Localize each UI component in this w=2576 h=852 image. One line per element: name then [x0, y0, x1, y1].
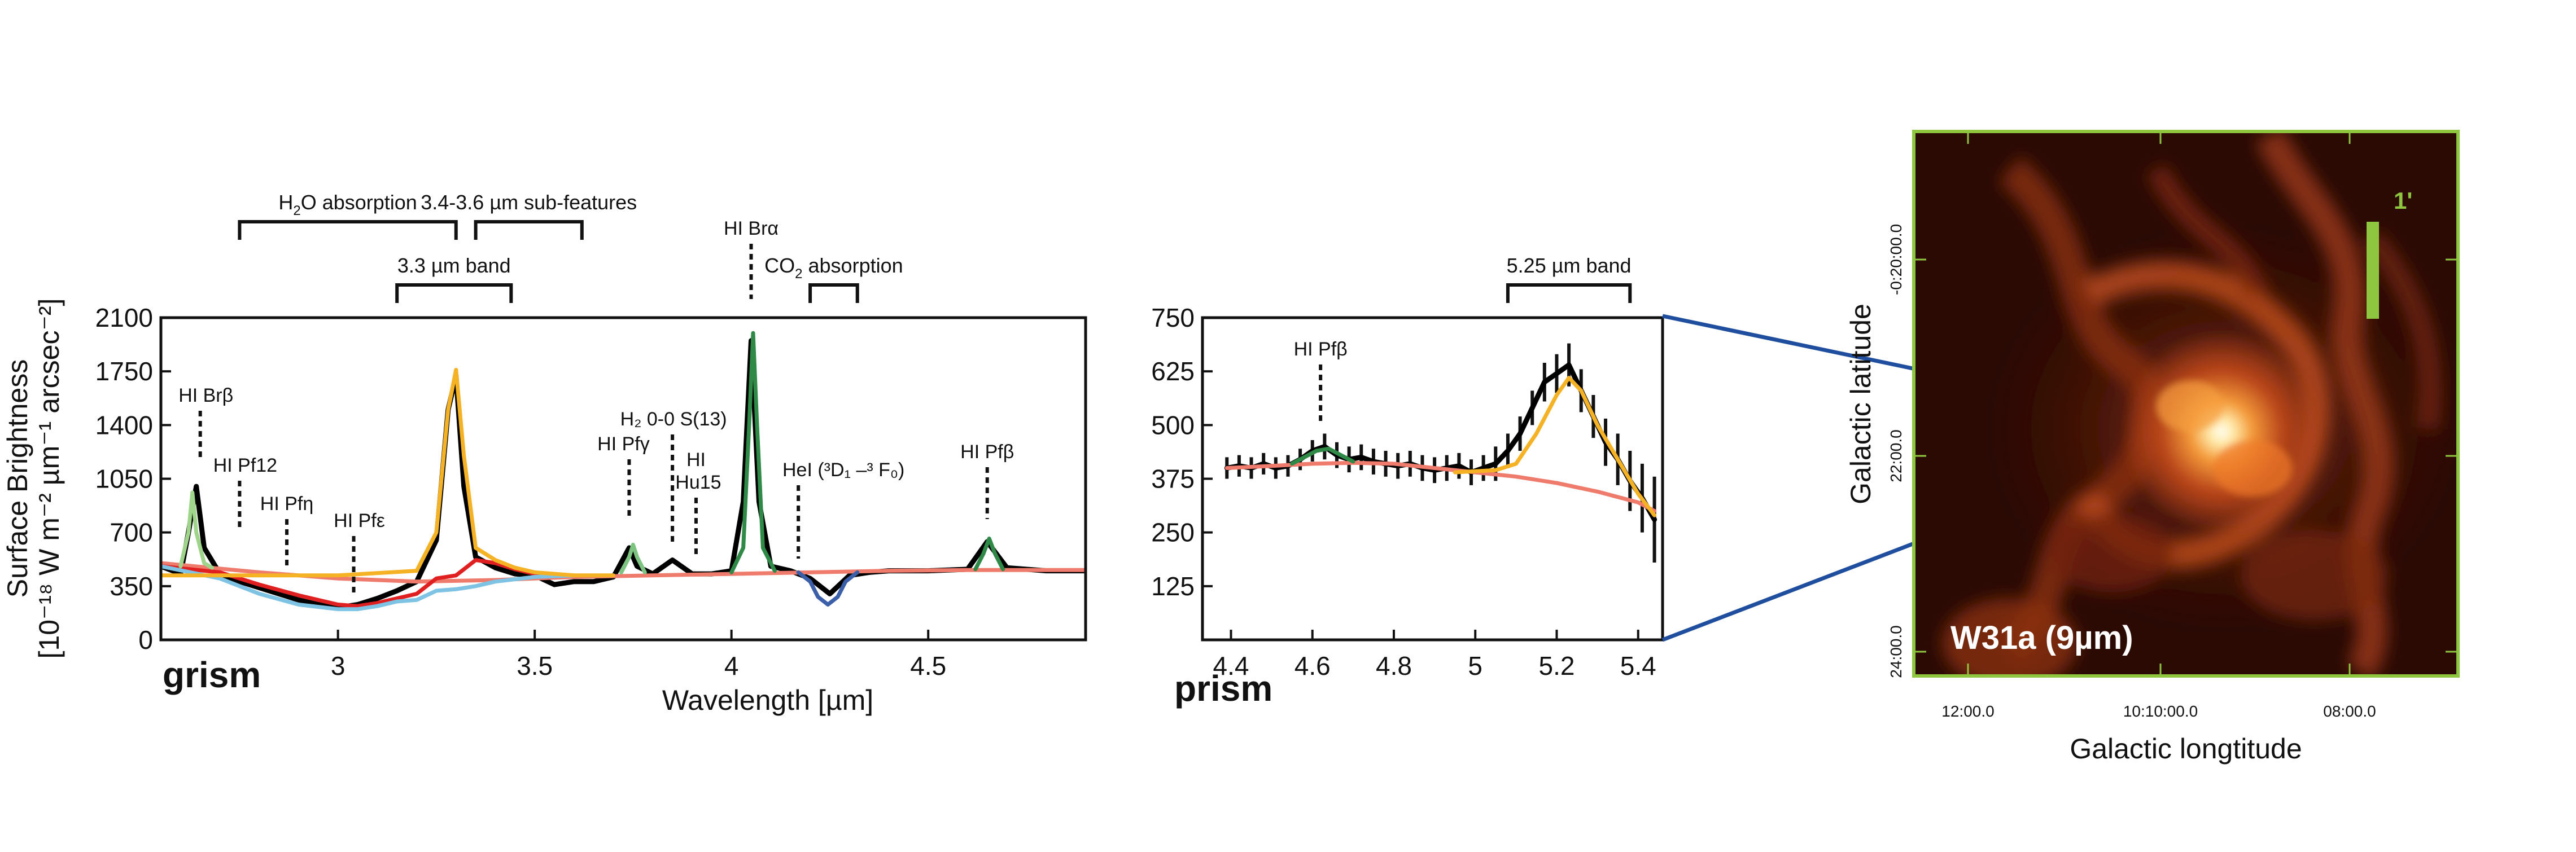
grism-y-ticks: 0 350 700 1050 1400 1750 2100 [95, 303, 171, 655]
prism-xtick-label: 5.4 [1620, 651, 1656, 680]
grism-line-id-label: HI [686, 449, 706, 471]
grism-series-pfbeta-line [973, 537, 1005, 572]
grism-series-pfgamma-line [619, 542, 647, 574]
grism-frame [159, 316, 1087, 642]
prism-x-ticks: 4.4 4.6 4.8 5 5.2 5.4 [1213, 630, 1656, 680]
image-panel: 1' W31a (9µm) 12:00.0 10:10:00.0 08:00.0… [1845, 130, 2460, 765]
prism-line-ids: HI Pfβ [1294, 339, 1348, 422]
grism-bracket [238, 220, 458, 240]
prism-ytick-label: 625 [1151, 357, 1195, 386]
image-ytick-2: 24:00.0 [1887, 625, 1905, 678]
grism-xtick-label: 4.5 [910, 651, 946, 680]
image-ticks [1914, 131, 2458, 676]
grism-ylabel-line1: Surface Brightness [2, 359, 33, 598]
prism-xtick-label: 4.8 [1376, 651, 1412, 680]
grism-series-bralpha-line [729, 331, 777, 574]
grism-line-id-label: HI Pf12 [213, 455, 277, 476]
grism-bracket-label: 3.3 µm band [397, 254, 511, 277]
grism-line-id-label: HeI (³D₁ –³ F₀) [782, 459, 904, 481]
image-title: W31a (9µm) [1950, 620, 2133, 656]
grism-bracket-label: H2O absorption [278, 191, 417, 218]
scale-bar [2367, 222, 2379, 319]
prism-series-pfbeta-line [1290, 446, 1355, 466]
prism-label: prism [1174, 668, 1272, 709]
grism-xlabel: Wavelength [µm] [662, 684, 873, 716]
grism-line-id-label: HI Brβ [178, 385, 233, 406]
grism-series [161, 331, 1086, 612]
grism-line-id-label: H₂ 0-0 S(13) [620, 409, 727, 430]
image-ytick-0: -0:20:00.0 [1887, 224, 1905, 295]
prism-bracket-label: 5.25 µm band [1507, 254, 1632, 277]
grism-x-ticks: 3 3.5 4 4.5 [331, 630, 946, 680]
prism-ytick-label: 750 [1151, 303, 1195, 332]
prism-xtick-label: 4.6 [1294, 651, 1331, 680]
scale-bar-label: 1' [2394, 187, 2412, 214]
grism-series-co2-absorption [796, 570, 860, 607]
grism-bracket [474, 220, 584, 240]
grism-bracket-label: 3.4-3.6 µm sub-features [421, 191, 637, 214]
grism-ytick-label: 1050 [95, 464, 153, 494]
image-ylabel: Galactic latitude [1845, 304, 1877, 504]
prism-ytick-label: 500 [1151, 410, 1195, 440]
grism-line-id-label: HI Pfε [334, 510, 385, 532]
image-xtick-1: 10:10:00.0 [2123, 702, 2198, 720]
prism-series [1224, 343, 1657, 563]
grism-series-brbeta-line [178, 490, 215, 570]
grism-ytick-label: 1400 [95, 410, 153, 440]
grism-series-observed [161, 338, 1086, 611]
prism-ytick-label: 125 [1151, 572, 1195, 601]
grism-bracket [395, 283, 513, 303]
grism-line-id-label: HI Pfη [260, 493, 313, 515]
prism-line-id-label: HI Pfβ [1294, 339, 1348, 360]
image-xtick-2: 08:00.0 [2323, 702, 2376, 720]
prism-ytick-label: 250 [1151, 518, 1195, 547]
grism-line-ids: HI Brβ HI Pf12 HI Pfη HI Pfε HI Pfγ H₂ 0-0 S(… [178, 218, 1014, 592]
grism-bracket [808, 283, 859, 303]
prism-brackets: 5.25 µm band [1506, 254, 1632, 303]
grism-ytick-label: 0 [138, 625, 153, 655]
nebula-image [1914, 131, 2458, 676]
prism-xtick-label: 5 [1468, 651, 1482, 680]
grism-ytick-label: 350 [110, 572, 153, 601]
grism-series-3.3um-band [161, 367, 616, 578]
grism-xtick-label: 4 [724, 651, 739, 680]
image-xlabel: Galactic longtitude [2070, 733, 2302, 765]
grism-line-id-label: HI Brα [724, 218, 779, 239]
prism-ytick-label: 375 [1151, 464, 1195, 494]
grism-label: grism [163, 655, 261, 695]
prism-bracket [1506, 283, 1632, 303]
grism-ytick-label: 2100 [95, 303, 153, 332]
prism-series-continuum [1224, 460, 1657, 513]
prism-xtick-label: 4.4 [1213, 651, 1249, 680]
prism-y-ticks: 125 250 375 500 625 750 [1151, 303, 1213, 601]
grism-xtick-label: 3.5 [517, 651, 553, 680]
image-ytick-1: 22:00.0 [1887, 429, 1905, 482]
prism-xtick-label: 5.2 [1539, 651, 1575, 680]
grism-bracket-label: CO2 absorption [764, 254, 903, 282]
grism-ylabel-line2: [10⁻¹⁸ W m⁻² µm⁻¹ arcsec⁻²] [33, 298, 65, 659]
grism-brackets: H2O absorption 3.4-3.6 µm sub-features 3.3… [238, 191, 903, 303]
grism-line-id-label: HI Pfγ [597, 433, 650, 455]
prism-series-5.25um-band [1453, 376, 1657, 517]
prism-panel: 5.25 µm band HI Pfβ 125 250 375 500 625 750 4… [1151, 254, 1664, 709]
prism-series-observed-with-errors [1224, 362, 1657, 522]
image-xtick-0: 12:00.0 [1941, 702, 1994, 720]
grism-ytick-label: 700 [110, 518, 153, 547]
grism-xtick-label: 3 [331, 651, 345, 680]
grism-line-id-label: HI Pfβ [960, 441, 1014, 463]
grism-ytick-label: 1750 [95, 357, 153, 386]
grism-line-id-label: Hu15 [675, 472, 721, 493]
image-frame [1912, 130, 2460, 678]
grism-panel: H2O absorption 3.4-3.6 µm sub-features 3.3… [2, 191, 1087, 716]
prism-frame [1201, 316, 1664, 642]
grism-series-h2o-absorption-model [161, 564, 576, 612]
